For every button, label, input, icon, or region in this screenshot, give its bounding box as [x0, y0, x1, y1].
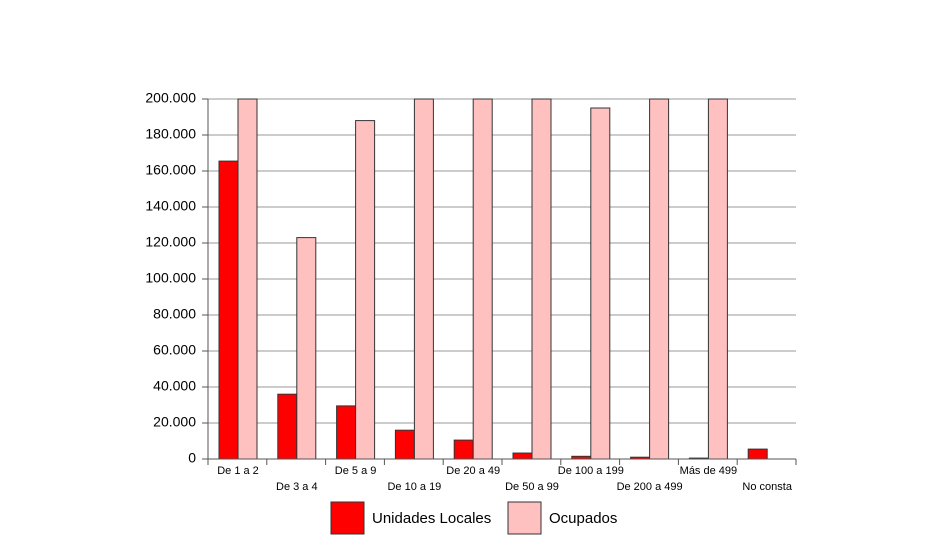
y-tick-label: 120.000 [145, 234, 196, 250]
legend-label: Unidades Locales [372, 510, 491, 527]
x-tick-label: De 100 a 199 [558, 465, 624, 477]
y-tick-label: 140.000 [145, 198, 196, 214]
x-tick-label: Más de 499 [680, 465, 737, 477]
x-tick-label: De 200 a 499 [617, 481, 683, 493]
x-tick-label: No consta [742, 481, 792, 493]
legend-label: Ocupados [549, 510, 617, 527]
y-tick-label: 200.000 [145, 90, 196, 106]
bar [707, 98, 728, 460]
legend-swatch [507, 501, 542, 535]
x-tick-label: De 3 a 4 [276, 481, 318, 493]
y-tick-label: 0 [188, 450, 196, 466]
bar [355, 120, 376, 460]
x-tick-label: De 20 a 49 [446, 465, 500, 477]
bar [218, 160, 239, 460]
bar [512, 452, 533, 460]
bar [453, 439, 474, 460]
bar [472, 98, 493, 460]
y-tick-label: 180.000 [145, 126, 196, 142]
y-tick-label: 60.000 [153, 342, 196, 358]
y-tick-label: 80.000 [153, 306, 196, 322]
y-tick-label: 100.000 [145, 270, 196, 286]
bar [237, 98, 258, 460]
y-tick-label: 40.000 [153, 378, 196, 394]
legend-swatch [330, 501, 365, 535]
x-tick-label: De 1 a 2 [217, 465, 259, 477]
y-tick-label: 160.000 [145, 162, 196, 178]
x-tick-label: De 5 a 9 [335, 465, 377, 477]
bar [531, 98, 552, 460]
bar [394, 429, 415, 460]
x-tick-label: De 50 a 99 [505, 481, 559, 493]
bar [277, 393, 298, 460]
y-tick-label: 20.000 [153, 414, 196, 430]
bar [649, 98, 670, 460]
bar [590, 107, 611, 460]
bar [413, 98, 434, 460]
bar [336, 405, 357, 460]
bar [747, 448, 768, 460]
x-tick-label: De 10 a 19 [387, 481, 441, 493]
bar [296, 237, 317, 460]
